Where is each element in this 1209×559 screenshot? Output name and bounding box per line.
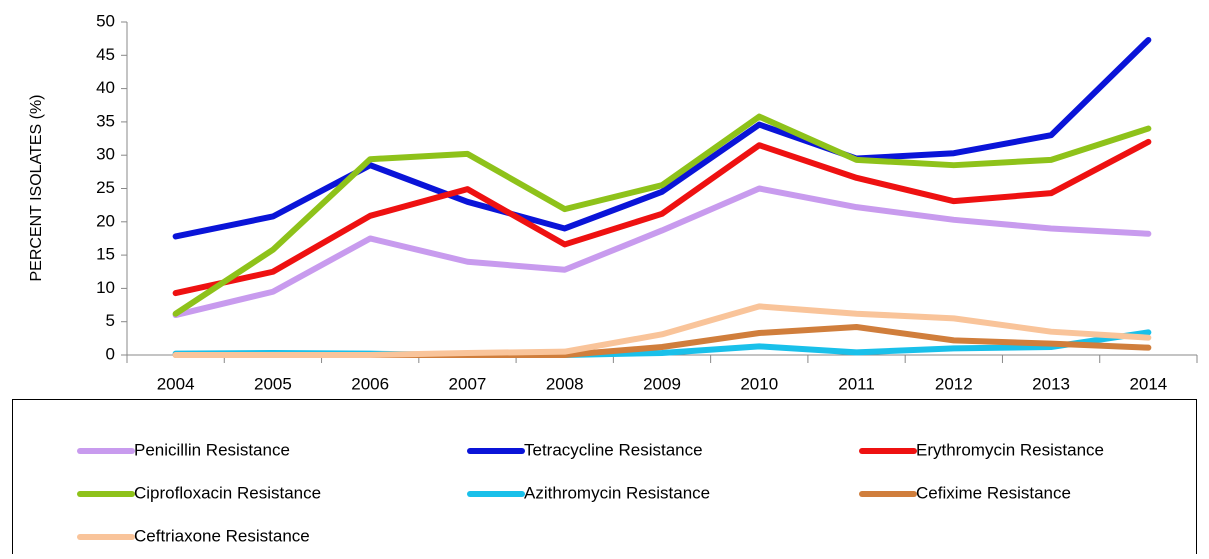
y-tick-label: 30 bbox=[96, 145, 115, 164]
x-tick-label: 2014 bbox=[1129, 374, 1167, 393]
x-tick-label: 2012 bbox=[935, 374, 973, 393]
y-tick-label: 45 bbox=[96, 45, 115, 64]
y-tick-label: 15 bbox=[96, 245, 115, 264]
y-tick-label: 50 bbox=[96, 11, 115, 30]
y-tick-label: 5 bbox=[106, 311, 115, 330]
series-line bbox=[172, 138, 1152, 297]
legend-label: Erythromycin Resistance bbox=[916, 440, 1104, 459]
y-tick-label: 10 bbox=[96, 278, 115, 297]
x-tick-label: 2011 bbox=[838, 374, 875, 393]
y-tick-label: 25 bbox=[96, 178, 115, 197]
legend-label: Ciprofloxacin Resistance bbox=[134, 483, 321, 502]
x-tick-label: 2007 bbox=[449, 374, 487, 393]
x-tick-label: 2006 bbox=[351, 374, 389, 393]
legend-box bbox=[12, 399, 1197, 559]
x-tick-label: 2008 bbox=[546, 374, 584, 393]
series-line bbox=[172, 113, 1152, 317]
legend-label: Azithromycin Resistance bbox=[524, 483, 710, 502]
x-tick-label: 2013 bbox=[1032, 374, 1070, 393]
y-tick-label: 40 bbox=[96, 78, 115, 97]
series-line bbox=[172, 303, 1152, 358]
y-axis-label: PERCENT ISOLATES (%) bbox=[28, 95, 45, 282]
y-tick-label: 20 bbox=[96, 211, 115, 230]
x-tick-label: 2005 bbox=[254, 374, 292, 393]
x-tick-label: 2009 bbox=[643, 374, 681, 393]
y-tick-label: 0 bbox=[106, 344, 115, 363]
series-line bbox=[172, 185, 1152, 319]
x-tick-label: 2004 bbox=[157, 374, 195, 393]
y-tick-label: 35 bbox=[96, 111, 115, 130]
x-tick-label: 2010 bbox=[740, 374, 778, 393]
legend-label: Penicillin Resistance bbox=[134, 440, 290, 459]
legend-label: Ceftriaxone Resistance bbox=[134, 526, 310, 545]
legend-label: Cefixime Resistance bbox=[916, 483, 1071, 502]
legend-label: Tetracycline Resistance bbox=[524, 440, 703, 459]
series-line bbox=[172, 36, 1152, 240]
